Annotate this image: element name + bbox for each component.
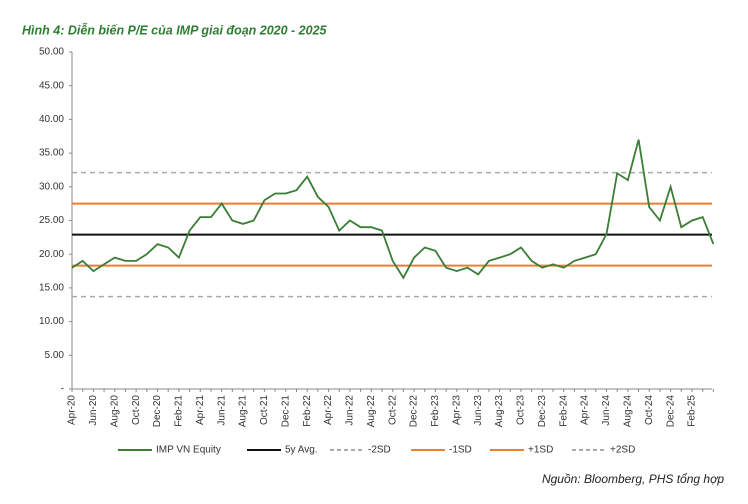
legend-label: +2SD	[610, 445, 635, 456]
x-tick-label: Feb-25	[687, 395, 698, 427]
x-tick-label: Dec-21	[280, 395, 291, 428]
x-tick-label: Aug-20	[109, 395, 120, 428]
x-tick-label: Dec-24	[665, 395, 676, 428]
legend-label: IMP VN Equity	[156, 445, 221, 456]
x-tick-label: Aug-21	[238, 395, 249, 428]
x-tick-label: Oct-21	[259, 395, 270, 425]
x-tick-label: Apr-23	[451, 395, 462, 425]
x-tick-label: Dec-22	[409, 395, 420, 428]
legend-label: -1SD	[449, 445, 472, 456]
legend-label: +1SD	[528, 445, 553, 456]
y-tick-label: -	[61, 384, 64, 395]
x-tick-label: Feb-23	[430, 395, 441, 427]
x-tick-label: Feb-24	[558, 395, 569, 427]
x-tick-label: Feb-21	[174, 395, 185, 427]
x-tick-label: Aug-24	[623, 395, 634, 428]
x-tick-label: Feb-22	[302, 395, 313, 427]
y-tick-label: 20.00	[39, 249, 64, 260]
x-tick-label: Jun-21	[216, 395, 227, 426]
chart-title: Hình 4: Diễn biến P/E của IMP giai đoạn …	[22, 22, 328, 37]
y-tick-label: 35.00	[39, 148, 64, 159]
x-tick-label: Jun-23	[473, 395, 484, 426]
x-tick-label: Jun-22	[345, 395, 356, 426]
x-tick-label: Apr-20	[67, 395, 78, 425]
y-tick-label: 50.00	[39, 47, 64, 58]
x-tick-label: Oct-20	[131, 395, 142, 425]
x-tick-label: Aug-23	[494, 395, 505, 428]
x-tick-label: Dec-23	[537, 395, 548, 428]
x-tick-label: Jun-24	[601, 395, 612, 426]
x-tick-label: Jun-20	[88, 395, 99, 426]
y-tick-label: 10.00	[39, 316, 64, 327]
x-tick-label: Dec-20	[152, 395, 163, 428]
series-line	[71, 139, 715, 280]
x-tick-label: Apr-22	[323, 395, 334, 425]
source: Nguồn: Bloomberg, PHS tổng hợp	[542, 472, 724, 486]
y-tick-label: 40.00	[39, 114, 64, 125]
x-tick-label: Apr-21	[195, 395, 206, 425]
y-tick-label: 15.00	[39, 283, 64, 294]
legend-label: -2SD	[368, 445, 391, 456]
y-tick-label: 45.00	[39, 80, 64, 91]
x-tick-label: Oct-22	[387, 395, 398, 425]
x-tick-label: Oct-24	[644, 395, 655, 425]
y-tick-label: 5.00	[45, 350, 65, 361]
x-tick-label: Apr-24	[580, 395, 591, 425]
y-tick-label: 25.00	[39, 215, 64, 226]
y-tick-label: 30.00	[39, 181, 64, 192]
x-tick-label: Aug-22	[366, 395, 377, 428]
legend-label: 5y Avg.	[285, 445, 318, 456]
x-tick-label: Oct-23	[516, 395, 527, 425]
